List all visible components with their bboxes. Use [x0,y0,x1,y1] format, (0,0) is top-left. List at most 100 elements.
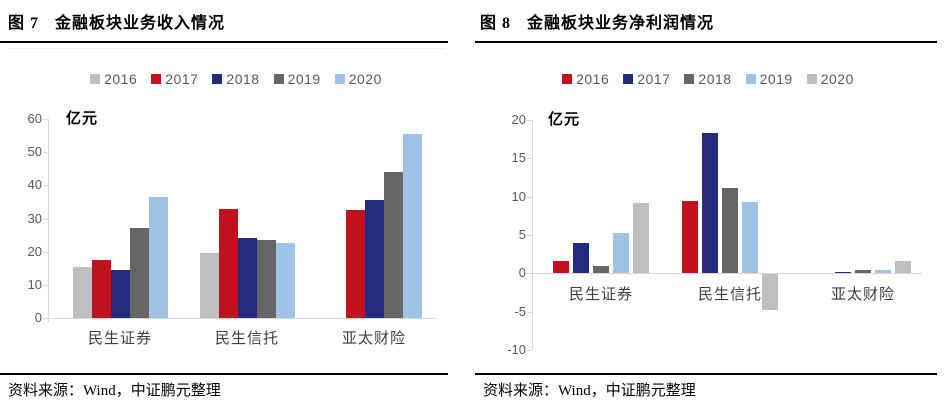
legend-swatch-2018 [684,74,695,84]
bar-2018-民生信托 [722,188,738,274]
bar-2019-民生证券 [613,232,629,274]
bar-2020-亚太财险 [895,261,911,274]
legend-item: 2016 [562,71,609,87]
axis-unit-label: 亿元 [548,111,581,128]
panel-net-profit-chart: 图 8 金融板块业务净利润情况 2016 2017 2018 2019 2020 资料来源… [472,0,944,409]
y-axis-tick [527,158,532,160]
category-label: 民生信托 [697,286,763,303]
legend-item: 2020 [806,71,854,87]
bar-2020-民生信托 [275,243,295,318]
y-axis-line [48,119,49,322]
axis-unit-label: 亿元 [66,110,99,127]
legend-item: 2016 [90,71,137,87]
legend-swatch-2017 [623,74,634,84]
y-axis-tick [43,218,48,220]
source-note: 资料来源：Wind，中证鹏元整理 [483,383,696,399]
legend-label: 2019 [759,71,793,87]
bar-2017-亚太财险 [345,210,365,318]
bar-2020-民生信托 [762,274,778,310]
bar-2017-民生信托 [218,208,238,318]
category-label: 民生信托 [214,330,280,347]
legend: 2016 2017 2018 2019 2020 [472,71,944,87]
x-axis-line [48,318,437,319]
category-label: 民生证券 [568,286,634,303]
y-axis-tick [43,284,48,286]
category-label: 民生证券 [87,330,153,347]
bar-2019-亚太财险 [875,269,891,274]
bar-2017-亚太财险 [835,272,851,274]
figure-title: 图 8 金融板块业务净利润情况 [480,9,714,33]
legend-item: 2019 [745,71,793,87]
y-axis-tick-label: 20 [511,112,526,127]
bar-2017-民生证券 [91,259,111,318]
legend-swatch-2020 [806,74,817,84]
bar-2018-民生信托 [237,238,257,318]
y-axis-tick [43,318,48,319]
bar-2019-民生证券 [129,228,149,318]
title-divider [475,41,937,43]
x-axis-line [532,273,922,275]
legend-swatch-2016 [562,74,573,84]
legend-swatch-2020 [334,74,345,84]
legend-label: 2020 [348,71,382,87]
bar-2019-民生信托 [742,202,758,274]
legend-label: 2019 [287,71,321,87]
bar-2019-亚太财险 [383,172,403,318]
y-axis-tick-label: -10 [507,342,526,357]
figure-title-text: 金融板块业务净利润情况 [527,15,715,32]
bar-2019-民生信托 [256,240,276,318]
figure-title: 图 7 金融板块业务收入情况 [8,9,225,33]
y-axis-tick-label: 20 [27,243,42,259]
bar-2017-民生信托 [702,133,718,274]
y-axis-tick-label: 10 [27,276,42,292]
legend-label: 2020 [820,71,854,87]
y-axis-tick [527,273,532,275]
figure-number: 图 8 [480,15,512,32]
y-axis-tick [43,185,48,187]
bar-2018-亚太财险 [364,200,384,318]
legend-swatch-2016 [90,74,101,84]
source-divider [0,373,448,375]
y-axis-tick [527,350,532,351]
legend-label: 2018 [698,71,732,87]
y-axis-tick-label: 0 [518,265,526,281]
y-axis-line [532,120,533,350]
bar-2016-民生信托 [199,253,219,318]
source-note: 资料来源：Wind，中证鹏元整理 [8,383,221,399]
y-axis-tick-label: 40 [27,177,42,193]
category-label: 亚太财险 [830,286,896,303]
legend-label: 2016 [104,71,138,87]
y-axis-tick-label: 50 [27,144,42,160]
legend-label: 2017 [165,71,199,87]
legend: 2016 2017 2018 2019 2020 [0,71,472,87]
legend-label: 2017 [637,71,671,87]
bar-2018-民生证券 [110,269,130,318]
bar-2020-亚太财险 [402,133,422,318]
y-axis-tick [527,196,532,198]
legend-swatch-2017 [151,74,162,84]
legend-item: 2017 [623,71,670,87]
legend-item: 2019 [273,71,321,87]
y-axis-tick-label: -5 [514,303,526,319]
bar-2016-民生证券 [553,261,569,274]
legend-swatch-2018 [212,74,223,84]
source-divider [475,373,937,375]
legend-swatch-2019 [273,74,284,84]
y-axis-tick-label: 10 [511,188,526,204]
y-axis-tick [527,120,532,121]
panel-revenue-chart: 图 7 金融板块业务收入情况 2016 2017 2018 2019 2020 资料来源：… [0,9,472,399]
legend-label: 2016 [576,71,610,87]
figure-number: 图 7 [8,15,40,32]
legend-label: 2018 [226,71,260,87]
legend-item: 2020 [334,71,382,87]
legend-item: 2017 [151,71,198,87]
bar-2018-亚太财险 [855,270,871,274]
y-axis-tick-label: 0 [34,310,42,325]
y-axis-tick [527,311,532,313]
bar-2018-民生证券 [593,266,609,274]
bar-2017-民生证券 [573,243,589,274]
legend-item: 2018 [212,71,259,87]
y-axis-tick-label: 15 [511,150,526,166]
y-axis-tick [43,251,48,253]
